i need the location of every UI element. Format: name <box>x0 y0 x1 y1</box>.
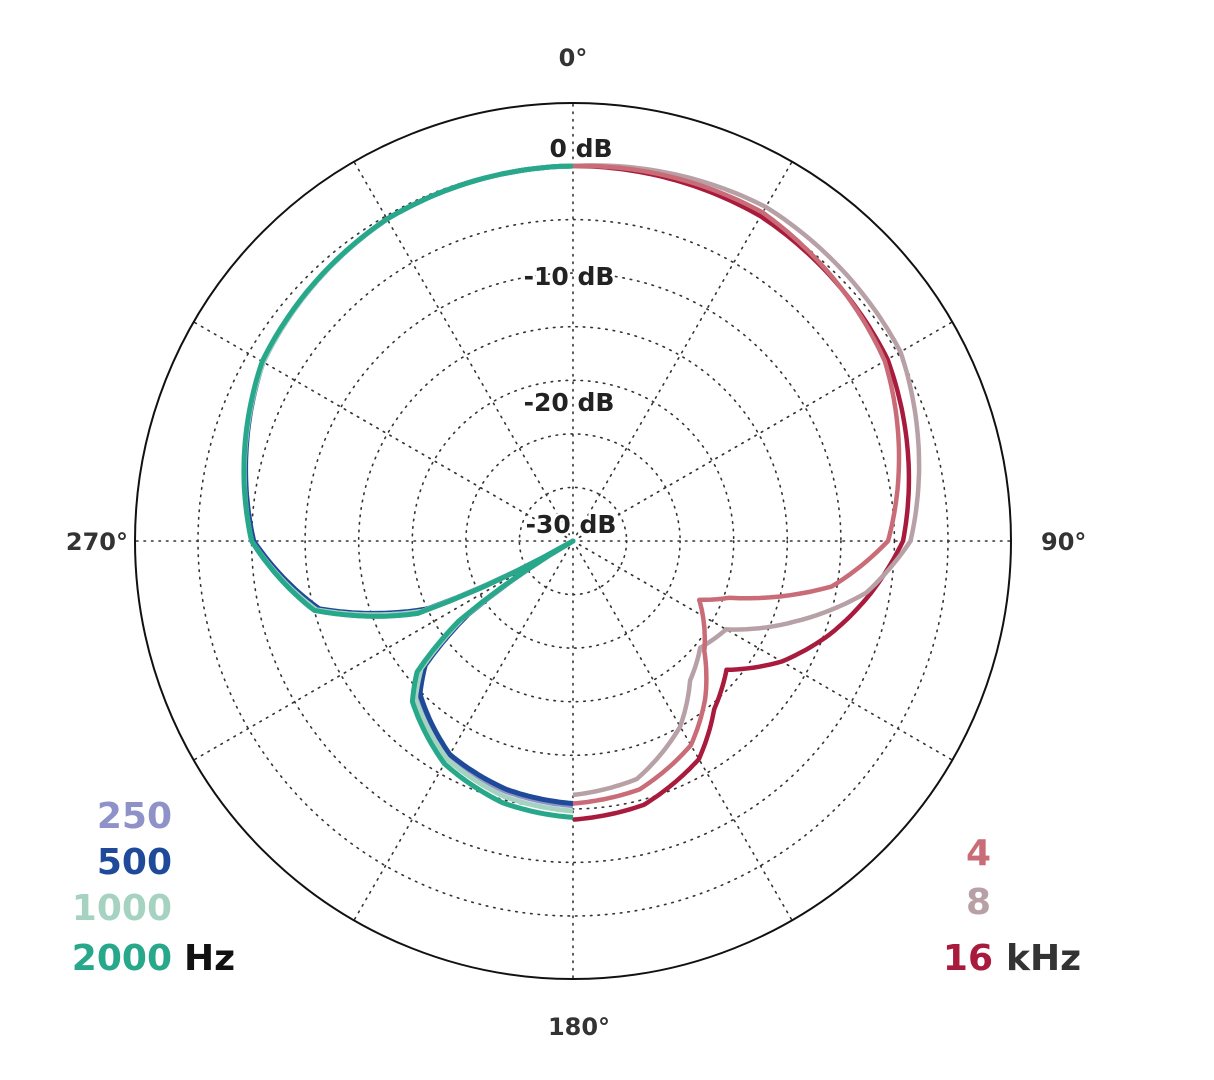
ring-label-0db: 0 dB <box>549 134 612 163</box>
legend-entry-4k: 4 <box>966 833 991 874</box>
legend-entry-16k: 16 <box>943 938 993 979</box>
ring-label-minus10db: -10 dB <box>524 262 615 291</box>
legend-entry-250: 250 <box>97 796 172 837</box>
legend-entry-8k: 8 <box>966 882 991 923</box>
series-line-2000 <box>241 163 576 820</box>
legend-right: 4 8 16 kHz <box>943 833 1081 979</box>
grid-spoke-240 <box>192 540 574 761</box>
grid-spoke-120 <box>572 540 954 761</box>
grid-spoke-300 <box>192 321 574 542</box>
legend-unit-hz: Hz <box>184 938 235 979</box>
grid-spoke-30 <box>572 160 793 542</box>
legend-left: 250 500 1000 2000 Hz <box>72 796 235 979</box>
grid-spoke-330 <box>353 160 574 542</box>
legend-entry-1000: 1000 <box>72 888 172 929</box>
legend-entry-2000: 2000 <box>72 938 172 979</box>
ring-label-minus30db: -30 dB <box>526 510 617 539</box>
series-line-4 <box>572 163 902 806</box>
angle-label-90: 90° <box>1041 528 1086 556</box>
ring-label-minus20db: -20 dB <box>524 388 615 417</box>
angle-label-180: 180° <box>548 1013 610 1041</box>
series-line-8 <box>572 163 922 798</box>
grid-ring-4 <box>411 379 735 703</box>
polar-grid <box>134 102 1012 980</box>
grid-spoke-210 <box>353 540 574 922</box>
angle-label-270: 270° <box>66 528 128 556</box>
angle-label-0: 0° <box>559 44 588 72</box>
legend-unit-khz: kHz <box>1006 938 1081 979</box>
grid-spoke-150 <box>572 540 793 922</box>
series-lines <box>241 163 922 822</box>
grid-ring-3 <box>357 325 789 757</box>
legend-entry-500: 500 <box>97 842 172 883</box>
outer-boundary-circle <box>134 102 1012 980</box>
series-line-16 <box>572 163 912 822</box>
grid-ring-1 <box>250 218 896 864</box>
grid-spoke-60 <box>572 321 954 542</box>
